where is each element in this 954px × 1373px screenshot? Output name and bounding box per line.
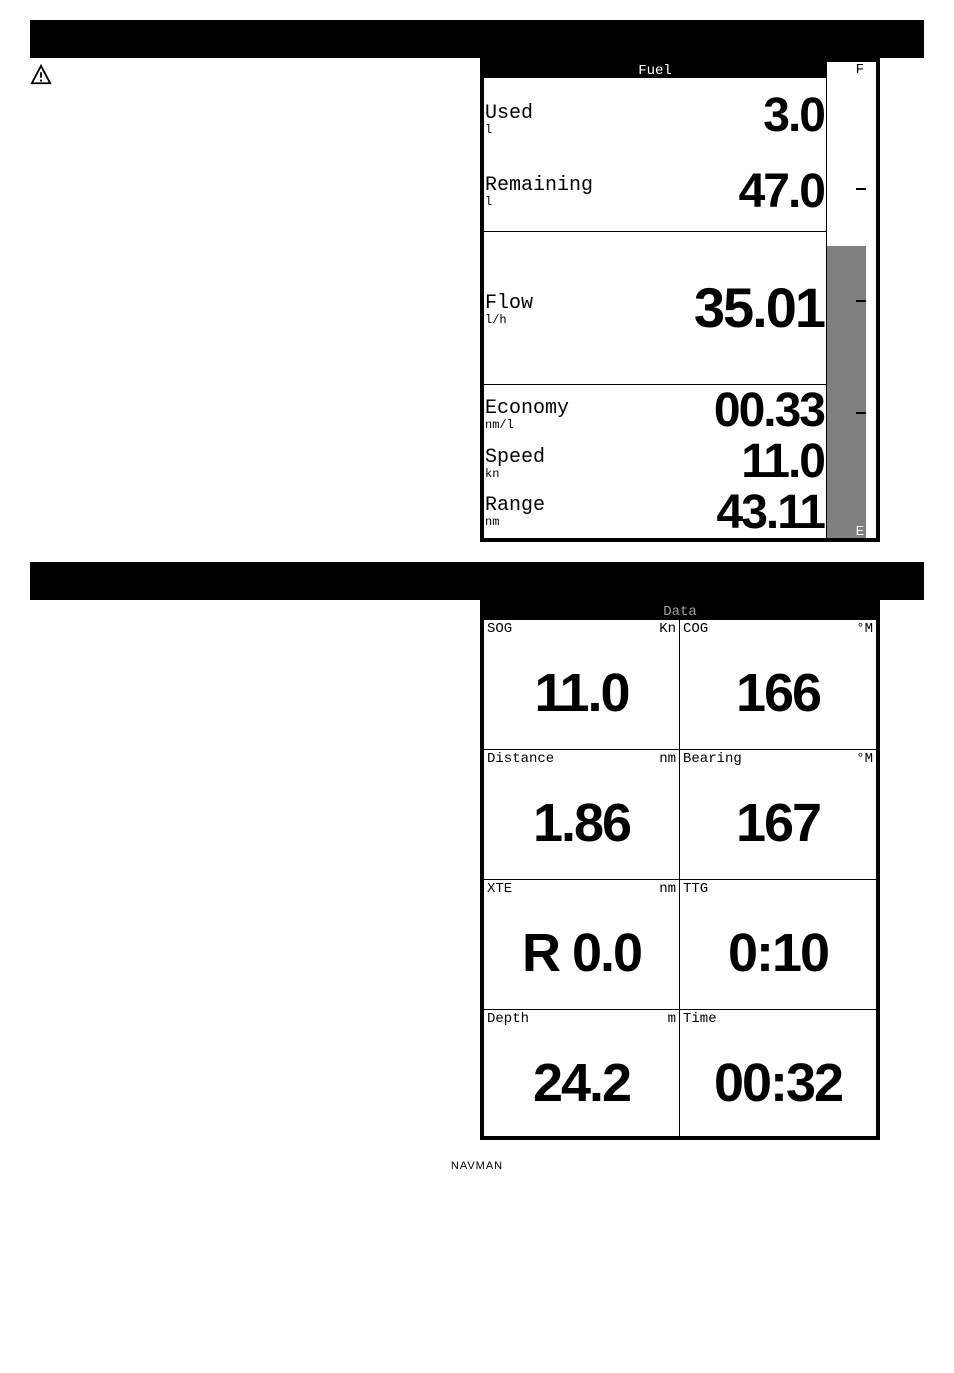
data-cell-bearing: Bearing °M 167 [680, 750, 876, 880]
gauge-track [827, 76, 866, 524]
warning-icon [30, 64, 56, 90]
data-cell-cog: COG °M 166 [680, 620, 876, 750]
fuel-section-flow: Flow l/h 35.01 [484, 232, 826, 386]
data-cell-ttg: TTG 0:10 [680, 880, 876, 1010]
warning-line [30, 64, 460, 90]
manual-page: - - Fuel Used l Remaining [0, 0, 954, 1202]
cell-label: Depth [487, 1012, 529, 1026]
fuel-title: Fuel [484, 62, 826, 78]
label-text: Speed [485, 446, 545, 469]
cell-unit: °M [856, 622, 873, 636]
fuel-gauge: F E [826, 62, 866, 538]
data-cell-distance: Distance nm 1.86 [484, 750, 680, 880]
cell-value: 0:10 [680, 896, 876, 1009]
fuel-label-economy: Economy nm/l [484, 395, 580, 431]
cell-value: 166 [680, 636, 876, 749]
label-unit: l [485, 196, 593, 208]
bullet-item: - [48, 118, 460, 132]
cell-label: Distance [487, 752, 554, 766]
label-text: Flow [485, 292, 533, 315]
fuel-value-economy: 00.33 [714, 387, 824, 435]
cell-value: R 0.0 [484, 896, 679, 1009]
cell-value: 167 [680, 766, 876, 879]
data-cell-depth: Depth m 24.2 [484, 1010, 680, 1140]
section-header-bar-2 [30, 562, 924, 600]
fuel-value-remaining: 47.0 [739, 168, 824, 216]
fuel-label-speed: Speed kn [484, 444, 580, 480]
data-grid: SOG Kn 11.0 COG °M 166 Distance nm 1.86 Bea… [484, 620, 876, 1140]
gauge-body [827, 76, 866, 524]
data-text-column [30, 600, 460, 1140]
cell-label: Bearing [683, 752, 742, 766]
fuel-value-range: 43.11 [717, 489, 824, 537]
gauge-tick [856, 412, 866, 414]
fuel-label-remaining: Remaining l [484, 172, 593, 208]
cell-unit: °M [856, 752, 873, 766]
data-row: Data SOG Kn 11.0 COG °M 166 Distance nm 1.8… [30, 600, 924, 1140]
fuel-display-column: Fuel Used l Remaining l [480, 58, 900, 542]
fuel-display: Fuel Used l Remaining l [480, 58, 880, 542]
fuel-text-column: - - [30, 58, 460, 542]
fuel-label-used: Used l [484, 100, 593, 136]
data-cell-sog: SOG Kn 11.0 [484, 620, 680, 750]
data-display: Data SOG Kn 11.0 COG °M 166 Distance nm 1.8… [480, 600, 880, 1140]
fuel-row: - - Fuel Used l Remaining [30, 58, 924, 542]
label-text: Remaining [485, 174, 593, 197]
fuel-value-used: 3.0 [763, 92, 824, 140]
cell-unit: nm [659, 752, 676, 766]
label-text: Used [485, 102, 533, 125]
label-unit: kn [485, 468, 580, 480]
gauge-fill [827, 246, 866, 524]
bullet-item: - [48, 150, 460, 164]
label-text: Economy [485, 397, 569, 420]
fuel-section-econ-speed-range: Economy nm/l Speed kn Range nm [484, 385, 826, 538]
cell-label: XTE [487, 882, 512, 896]
cell-label: Time [683, 1012, 717, 1026]
label-unit: l [485, 124, 593, 136]
section-header-bar-1 [30, 20, 924, 58]
cell-label: SOG [487, 622, 512, 636]
data-cell-time: Time 00:32 [680, 1010, 876, 1140]
gauge-full-label: F [827, 62, 866, 76]
gauge-tick [856, 300, 866, 302]
data-cell-xte: XTE nm R 0.0 [484, 880, 680, 1010]
fuel-value-flow: 35.01 [694, 280, 824, 336]
cell-label: COG [683, 622, 708, 636]
fuel-main-area: Fuel Used l Remaining l [484, 62, 826, 538]
label-text: Range [485, 494, 545, 517]
fuel-label-flow: Flow l/h [484, 290, 580, 326]
fuel-label-range: Range nm [484, 492, 580, 528]
cell-unit: m [668, 1012, 676, 1026]
cell-value: 11.0 [484, 636, 679, 749]
cell-value: 00:32 [680, 1026, 876, 1140]
label-unit: nm/l [485, 419, 580, 431]
label-unit: nm [485, 516, 580, 528]
data-display-column: Data SOG Kn 11.0 COG °M 166 Distance nm 1.8… [480, 600, 900, 1140]
footer-brand: NAVMAN [30, 1160, 924, 1172]
fuel-value-speed: 11.0 [741, 438, 824, 486]
cell-label: TTG [683, 882, 708, 896]
cell-unit: nm [659, 882, 676, 896]
label-unit: l/h [485, 314, 580, 326]
cell-value: 24.2 [484, 1026, 679, 1140]
data-title: Data [484, 604, 876, 620]
cell-unit: Kn [659, 622, 676, 636]
gauge-tick [856, 188, 866, 190]
gauge-empty-label: E [827, 524, 866, 538]
cell-value: 1.86 [484, 766, 679, 879]
body-bullets: - - [48, 118, 460, 164]
fuel-section-used-remaining: Used l Remaining l 3.0 47.0 [484, 78, 826, 232]
